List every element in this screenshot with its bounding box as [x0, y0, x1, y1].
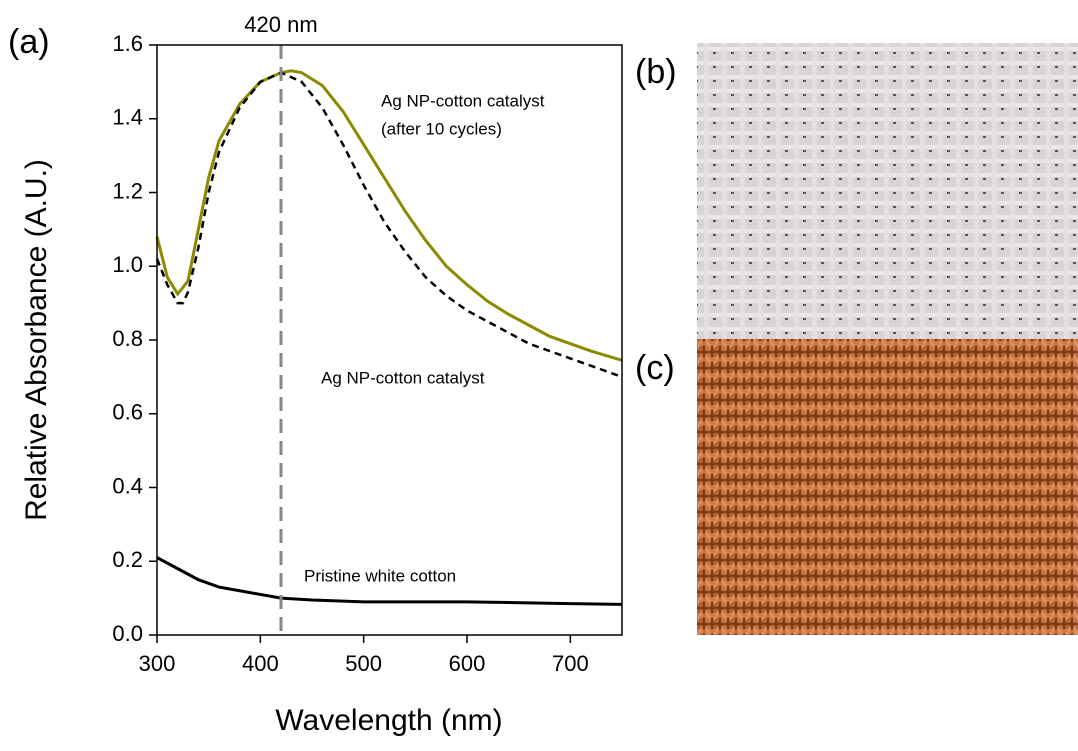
marker-label: 420 nm — [244, 12, 317, 37]
x-tick-label: 700 — [552, 651, 589, 676]
data-line — [155, 71, 623, 379]
y-tick-label: 1.2 — [112, 178, 143, 203]
panel-label: (b) — [635, 53, 677, 91]
annotation: Ag NP-cotton catalyst — [321, 368, 485, 387]
x-axis-title: Wavelength (nm) — [275, 704, 502, 737]
panel-label: (a) — [8, 23, 50, 61]
y-tick-label: 0.6 — [112, 400, 143, 425]
y-tick-label: 0.8 — [112, 326, 143, 351]
annotation: Pristine white cotton — [304, 566, 456, 585]
y-tick-label: 1.0 — [112, 252, 143, 277]
photo-c — [697, 339, 1078, 635]
y-tick-label: 0.4 — [112, 473, 143, 498]
x-tick-label: 500 — [345, 651, 382, 676]
y-axis-title: Relative Absorbance (A.U.) — [20, 159, 53, 521]
y-tick-label: 1.4 — [112, 105, 143, 130]
annotation: (after 10 cycles) — [381, 119, 502, 138]
panel-label: (c) — [635, 349, 675, 387]
plot-frame — [156, 44, 623, 636]
data-line — [155, 69, 623, 362]
x-tick-label: 300 — [139, 651, 176, 676]
y-tick-label: 0.0 — [112, 621, 143, 646]
x-tick-label: 400 — [242, 651, 279, 676]
photo-b — [697, 43, 1078, 339]
x-tick-label: 600 — [449, 651, 486, 676]
annotation: Ag NP-cotton catalyst — [381, 91, 545, 110]
y-tick-label: 0.2 — [112, 547, 143, 572]
data-line — [156, 556, 623, 606]
y-tick-label: 1.6 — [112, 31, 143, 56]
